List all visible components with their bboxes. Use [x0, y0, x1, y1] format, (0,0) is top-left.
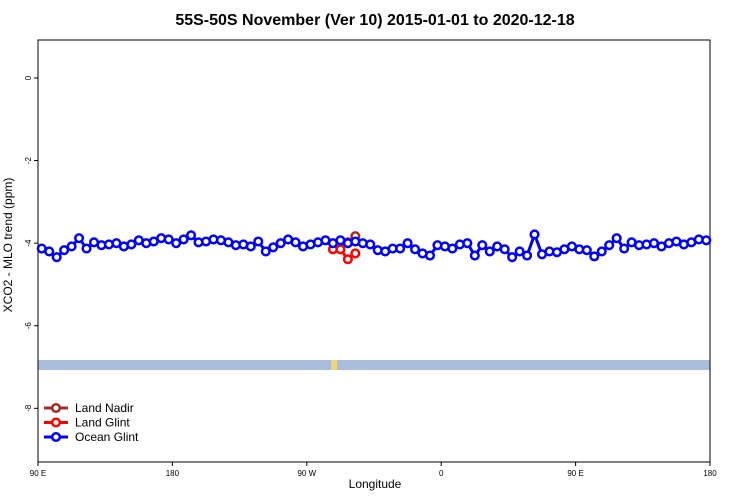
point [51, 252, 62, 263]
point [604, 240, 615, 251]
legend-marker [50, 431, 62, 443]
x-tick-label: 90 E [30, 469, 46, 478]
y-tick-label: -4 [24, 239, 33, 247]
point [596, 246, 607, 257]
land-mask-band [38, 360, 710, 370]
point [290, 237, 301, 248]
point [335, 244, 346, 255]
point [186, 230, 197, 241]
point [395, 243, 406, 254]
y-tick-label: -6 [24, 322, 33, 330]
x-tick-label: 90 W [297, 469, 316, 478]
point [74, 233, 85, 244]
point [611, 233, 622, 244]
point [581, 245, 592, 256]
legend-marker [50, 417, 62, 428]
land-mask-speck [331, 360, 337, 370]
point [59, 245, 70, 256]
legend-label: Ocean Glint [75, 430, 139, 444]
y-tick-label: -8 [24, 404, 33, 412]
point [410, 244, 421, 255]
x-tick-label: 0 [439, 469, 444, 478]
point [178, 234, 189, 245]
x-tick-label: 180 [703, 469, 717, 478]
point [275, 238, 286, 249]
point [469, 250, 480, 261]
y-tick-label: -2 [24, 156, 33, 164]
point [522, 250, 533, 261]
point [424, 250, 436, 261]
point [484, 246, 495, 257]
x-axis-label: Longitude [349, 477, 402, 491]
point [66, 241, 77, 252]
point [253, 236, 264, 247]
point [514, 246, 525, 257]
legend-label: Land Glint [75, 416, 130, 430]
point [126, 239, 137, 250]
point [350, 248, 361, 259]
point [701, 235, 712, 246]
point [619, 243, 630, 254]
point [402, 238, 413, 249]
point [44, 246, 55, 257]
point [529, 229, 540, 240]
point [447, 243, 458, 254]
legend-label: Land Nadir [75, 401, 134, 415]
x-tick-label: 90 E [567, 469, 583, 478]
point [462, 238, 473, 249]
point [365, 239, 376, 250]
y-tick-label: 0 [24, 75, 33, 80]
point [507, 252, 518, 263]
point [499, 244, 510, 255]
point [268, 242, 279, 253]
chart-title: 55S-50S November (Ver 10) 2015-01-01 to … [175, 12, 574, 29]
point [245, 241, 256, 252]
point [163, 234, 174, 245]
point [260, 246, 271, 257]
y-axis-label: XCO2 - MLO trend (ppm) [1, 178, 15, 313]
point [477, 240, 488, 251]
point [342, 254, 353, 265]
point [589, 251, 600, 262]
x-tick-label: 180 [166, 469, 180, 478]
legend-marker [50, 402, 62, 414]
point [171, 238, 182, 249]
point [81, 243, 92, 254]
